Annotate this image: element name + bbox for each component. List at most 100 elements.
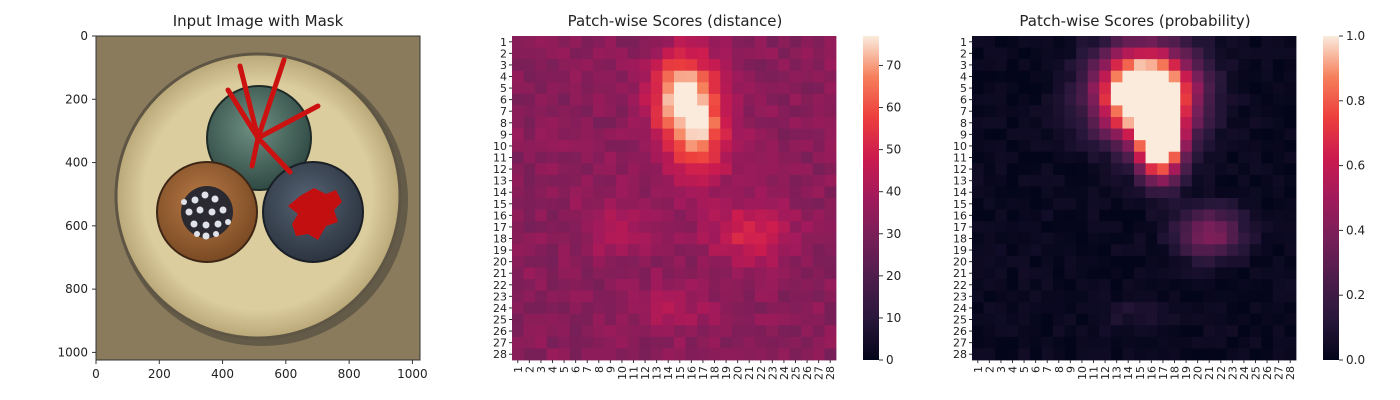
heatmap-cell [720, 59, 733, 72]
heatmap-cell [720, 117, 733, 129]
heatmap-cell [731, 302, 744, 315]
heatmap-cell [1134, 128, 1146, 141]
heatmap-cell [995, 290, 1008, 303]
heatmap-cell [616, 255, 629, 268]
heatmap-cell [778, 313, 791, 326]
heatmap-cell [662, 151, 675, 164]
heatmap-cell [662, 163, 675, 176]
heatmap-cell [1064, 198, 1077, 210]
heatmap-cell [581, 232, 594, 245]
heatmap-cell [512, 47, 524, 60]
heatmap-cell [1053, 244, 1065, 257]
heatmap-cell [581, 279, 594, 291]
heatmap-cell [1006, 198, 1019, 210]
heatmap-cell [685, 279, 698, 291]
heatmap-cell [1064, 290, 1077, 303]
heatmap-cell [1087, 198, 1100, 210]
heatmap-cell [616, 151, 629, 164]
heatmap-cell [789, 59, 802, 72]
heatmap-cell [778, 255, 791, 268]
y-tick-label: 7 [500, 105, 507, 118]
heatmap-cell [581, 302, 594, 315]
heatmap-cell [1168, 105, 1181, 118]
heatmap-cell [546, 59, 559, 72]
heatmap-cell [1076, 36, 1089, 48]
heatmap-cell [569, 279, 582, 291]
heatmap-cell [755, 93, 767, 106]
heatmap-cell [1087, 232, 1100, 245]
heatmap-cell [755, 105, 767, 118]
heatmap-cell [1087, 82, 1100, 95]
heatmap-cell [824, 209, 837, 222]
heatmap-cell [789, 232, 802, 245]
heatmap-cell [1238, 244, 1251, 257]
heatmap-cell [801, 174, 814, 187]
heatmap-cell [1168, 198, 1181, 210]
heatmap-cell [581, 59, 594, 72]
x-tick-label: 10 [1076, 366, 1089, 380]
heatmap-cell [1134, 82, 1146, 95]
heatmap-cell [766, 36, 779, 48]
heatmap-cell [627, 59, 640, 72]
x-tick-label: 1000 [397, 367, 428, 381]
heatmap-cell [535, 325, 548, 338]
heatmap-cell [546, 36, 559, 48]
heatmap-cell [972, 209, 984, 222]
heatmap-cell [604, 47, 617, 60]
heatmap-cell [1029, 140, 1042, 153]
heatmap-cell [801, 313, 814, 326]
heatmap-cell [766, 348, 779, 361]
heatmap-cell [685, 140, 698, 153]
heatmap-cell [1064, 232, 1077, 245]
heatmap-cell [535, 47, 548, 60]
heatmap-cell [778, 93, 791, 106]
heatmap-cell [1041, 36, 1054, 48]
heatmap-cell [1249, 47, 1262, 60]
heatmap-cell [546, 105, 559, 118]
heatmap-cell [685, 93, 698, 106]
heatmap-cell [812, 140, 825, 153]
heatmap-cell [685, 59, 698, 72]
heatmap-cell [972, 279, 984, 291]
heatmap-cell [1053, 151, 1065, 164]
heatmap-cell [1168, 336, 1181, 349]
heatmap-cell [995, 325, 1008, 338]
heatmap-cell [789, 209, 802, 222]
heatmap-cell [1261, 279, 1274, 291]
heatmap-cell [1145, 267, 1158, 280]
heatmap-cell [674, 47, 686, 60]
heatmap-cell [685, 163, 698, 176]
heatmap-cell [685, 221, 698, 234]
heatmap-cell [650, 174, 663, 187]
heatmap-cell [1110, 209, 1123, 222]
heatmap-cell [1053, 209, 1065, 222]
heatmap-cell [1168, 47, 1181, 60]
heatmap-cell [1099, 221, 1112, 234]
heatmap-cell [995, 105, 1008, 118]
y-tick-label: 23 [953, 290, 967, 303]
heatmap-cell [743, 209, 756, 222]
heatmap-cell [662, 336, 675, 349]
y-tick-label: 19 [493, 244, 507, 257]
heatmap-cell [535, 244, 548, 257]
heatmap-cell [1157, 186, 1170, 199]
heatmap-cell [1272, 232, 1285, 245]
heatmap-cell [720, 128, 733, 141]
heatmap-cell [824, 47, 837, 60]
heatmap-cell [972, 70, 984, 83]
heatmap-cell [546, 232, 559, 245]
heatmap-cell [650, 117, 663, 129]
heatmap-cell [1180, 59, 1193, 72]
heatmap-cell [1145, 244, 1158, 257]
heatmap-cell [789, 47, 802, 60]
heatmap-cell [1284, 140, 1297, 153]
heatmap-cell [1122, 221, 1135, 234]
heatmap-cell [697, 163, 710, 176]
heatmap-cell [720, 151, 733, 164]
heatmap-cell [1261, 59, 1274, 72]
heatmap-cell [662, 313, 675, 326]
heatmap-cell [512, 290, 524, 303]
heatmap-cell [1226, 209, 1239, 222]
heatmap-cell [743, 325, 756, 338]
heatmap-cell [1145, 174, 1158, 187]
